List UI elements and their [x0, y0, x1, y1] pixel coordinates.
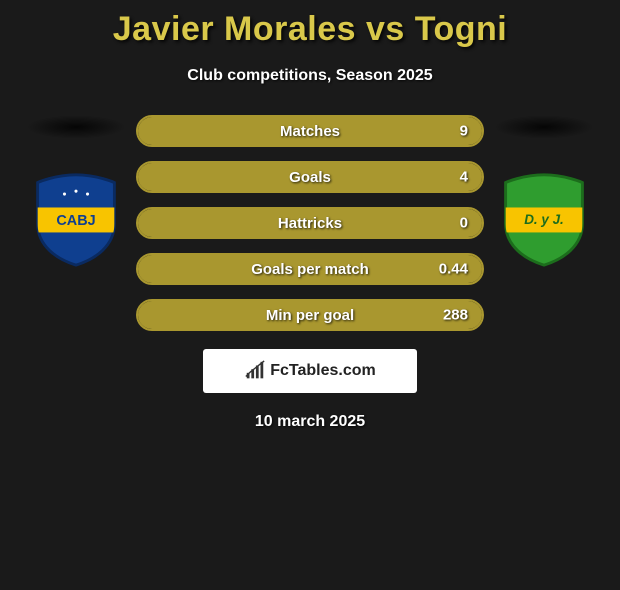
stat-value: 9 — [460, 123, 468, 140]
left-crest-abbrev: CABJ — [56, 213, 95, 229]
stat-label: Matches — [280, 123, 340, 140]
stat-label: Min per goal — [266, 307, 354, 324]
stat-value: 0 — [460, 215, 468, 232]
player-shadow-right — [494, 115, 594, 139]
right-badge-column: D. y J. — [484, 115, 604, 267]
right-club-crest-icon: D. y J. — [496, 171, 592, 267]
stat-value: 288 — [443, 307, 468, 324]
stat-bar-min-per-goal: Min per goal 288 — [136, 299, 484, 331]
stat-bar-matches: Matches 9 — [136, 115, 484, 147]
stat-value: 0.44 — [439, 261, 468, 278]
player-shadow-left — [26, 115, 126, 139]
left-club-crest-icon: CABJ — [28, 171, 124, 267]
stat-bar-goals-per-match: Goals per match 0.44 — [136, 253, 484, 285]
stat-label: Hattricks — [278, 215, 342, 232]
stat-value: 4 — [460, 169, 468, 186]
bar-chart-icon — [244, 360, 266, 382]
stat-bar-goals: Goals 4 — [136, 161, 484, 193]
stat-label: Goals per match — [251, 261, 369, 278]
right-crest-abbrev: D. y J. — [524, 212, 564, 227]
brand-label: FcTables.com — [270, 362, 376, 380]
stat-bar-hattricks: Hattricks 0 — [136, 207, 484, 239]
stats-column: Matches 9 Goals 4 Hattricks 0 Goals per … — [136, 115, 484, 331]
page-title: Javier Morales vs Togni — [0, 10, 620, 49]
comparison-content: CABJ Matches 9 Goals 4 Hattricks 0 Goals… — [0, 115, 620, 331]
left-badge-column: CABJ — [16, 115, 136, 267]
brand-footer-box[interactable]: FcTables.com — [203, 349, 417, 393]
stat-label: Goals — [289, 169, 331, 186]
date-line: 10 march 2025 — [0, 413, 620, 431]
page-subtitle: Club competitions, Season 2025 — [0, 67, 620, 85]
